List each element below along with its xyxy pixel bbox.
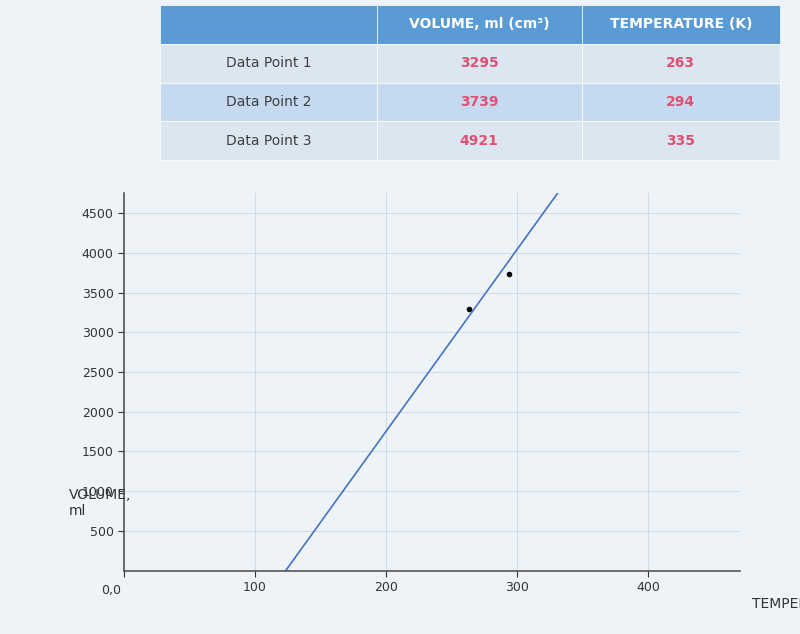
Bar	[582, 44, 780, 82]
Bar	[160, 5, 377, 44]
Text: 3739: 3739	[460, 95, 498, 109]
Text: TEMPERATURE (K): TEMPERATURE (K)	[610, 17, 752, 31]
Text: 4921: 4921	[460, 134, 498, 148]
Text: TEMPERATURE, K: TEMPERATURE, K	[752, 597, 800, 611]
Text: VOLUME,
ml: VOLUME, ml	[69, 488, 131, 518]
Bar	[582, 121, 780, 160]
Bar	[377, 121, 582, 160]
Text: 335: 335	[666, 134, 695, 148]
Text: VOLUME, ml (cm³): VOLUME, ml (cm³)	[409, 17, 550, 31]
Text: 263: 263	[666, 56, 695, 70]
Bar	[377, 5, 582, 44]
Text: 294: 294	[666, 95, 695, 109]
Text: 3295: 3295	[460, 56, 498, 70]
Text: Data Point 2: Data Point 2	[226, 95, 311, 109]
Text: Data Point 1: Data Point 1	[226, 56, 311, 70]
Text: 0,0: 0,0	[101, 584, 121, 597]
Bar	[160, 82, 377, 121]
Bar	[582, 82, 780, 121]
Bar	[160, 121, 377, 160]
Text: Data Point 3: Data Point 3	[226, 134, 311, 148]
Bar	[377, 82, 582, 121]
Bar	[582, 5, 780, 44]
Bar	[160, 44, 377, 82]
Bar	[377, 44, 582, 82]
